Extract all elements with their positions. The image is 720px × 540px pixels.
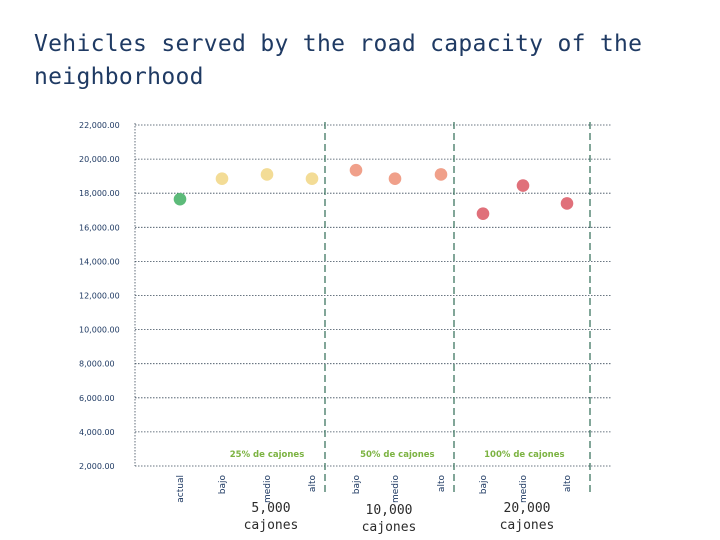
y-tick-label: 14,000.00: [79, 257, 120, 266]
x-tick-label: bajo: [479, 475, 489, 495]
panel-label-5000: 5,000 cajones: [226, 500, 316, 534]
y-tick-label: 22,000.00: [79, 121, 120, 130]
group-label: 50% de cajones: [360, 450, 435, 460]
group-label: 100% de cajones: [484, 450, 564, 460]
x-tick-label: bajo: [218, 475, 228, 495]
panel-count: 20,000: [503, 501, 551, 516]
y-tick-label: 20,000.00: [79, 155, 120, 164]
x-tick-label: bajo: [352, 475, 362, 495]
group-label: 25% de cajones: [230, 450, 305, 460]
data-point: [476, 207, 490, 220]
panel-count: 5,000: [251, 501, 291, 516]
data-point: [260, 168, 274, 181]
y-tick-label: 16,000.00: [79, 223, 120, 232]
x-tick-label: alto: [563, 475, 573, 493]
y-tick-label: 10,000.00: [79, 326, 120, 335]
data-point: [560, 197, 574, 210]
data-points: [173, 163, 574, 220]
panel-label-20000: 20,000 cajones: [482, 500, 572, 534]
panel-unit: cajones: [243, 518, 299, 533]
data-point: [349, 163, 363, 177]
panel-count: 10,000: [365, 503, 413, 518]
x-tick-label: medio: [263, 475, 273, 504]
data-point: [215, 172, 229, 186]
x-axis-ticks: actual bajo medio alto bajo medio alto bajo medi…: [176, 475, 573, 504]
panel-label-10000: 10,000 cajones: [344, 502, 434, 536]
data-point: [173, 192, 187, 206]
y-tick-label: 4,000.00: [79, 428, 115, 437]
data-point: [388, 172, 402, 186]
y-tick-label: 6,000.00: [79, 394, 115, 403]
x-tick-label: medio: [519, 475, 529, 504]
group-separators: [324, 122, 591, 492]
x-tick-label: alto: [437, 475, 447, 493]
group-labels: 25% de cajones 50% de cajones 100% de cajo…: [230, 450, 565, 460]
x-tick-label: medio: [391, 475, 401, 504]
y-tick-label: 12,000.00: [79, 292, 120, 301]
x-tick-label: alto: [308, 475, 318, 493]
x-tick-label: actual: [176, 475, 186, 503]
panel-unit: cajones: [499, 518, 555, 533]
data-point: [305, 172, 319, 186]
chart-title: Vehicles served by the road capacity of …: [34, 31, 643, 90]
y-axis-ticks: 22,000.00 20,000.00 18,000.00 16,000.00 14,0…: [79, 121, 120, 471]
y-tick-label: 2,000.00: [79, 462, 115, 471]
data-point: [516, 179, 530, 192]
y-tick-label: 18,000.00: [79, 189, 120, 198]
y-tick-label: 8,000.00: [79, 360, 115, 369]
panel-unit: cajones: [361, 520, 417, 535]
grid-lines: [134, 123, 612, 467]
data-point: [434, 168, 448, 181]
